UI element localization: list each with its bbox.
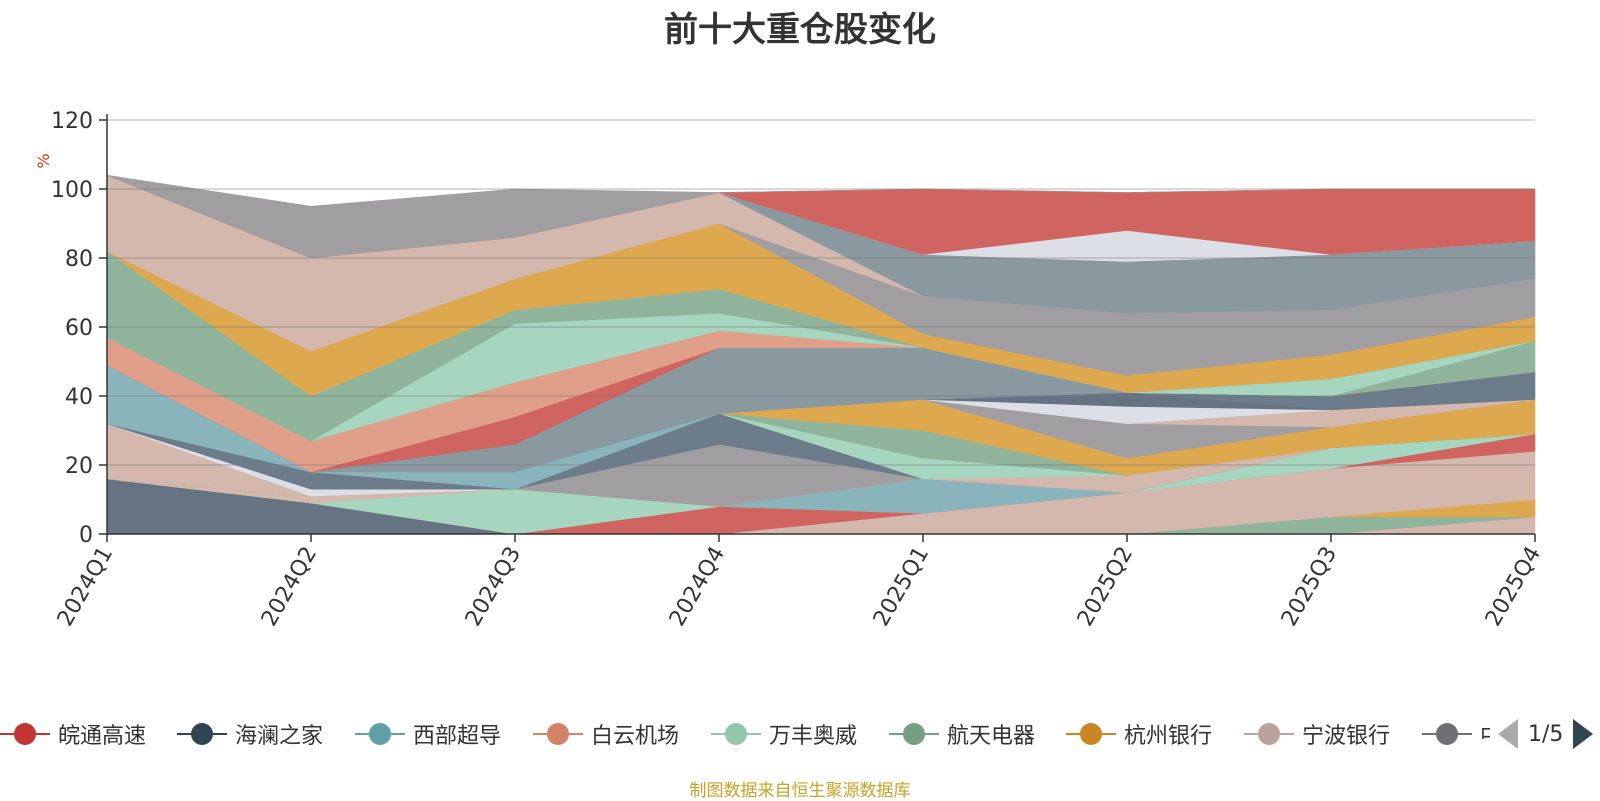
legend-page-indicator: 1/5: [1528, 721, 1564, 747]
legend: 皖通高速 海澜之家 西部超导 白云机场 万丰奥威 航天电器 杭州银行 宁波银行 中: [0, 712, 1600, 756]
y-tick-label: 20: [65, 454, 93, 479]
source-note: 制图数据来自恒生聚源数据库: [689, 781, 911, 801]
legend-label: 万丰奥威: [769, 724, 858, 749]
legend-label: 皖通高速: [58, 724, 147, 749]
x-tick-label: 2025Q4: [1481, 543, 1546, 631]
legend-items: 皖通高速 海澜之家 西部超导 白云机场 万丰奥威 航天电器 杭州银行 宁波银行 中: [0, 712, 1490, 756]
legend-item[interactable]: 杭州银行: [1066, 712, 1212, 756]
legend-label: 海澜之家: [235, 724, 324, 749]
x-tick-label: 2025Q2: [1073, 543, 1138, 631]
legend-marker-icon: [1066, 722, 1116, 746]
x-tick-label: 2024Q3: [461, 543, 526, 631]
legend-item[interactable]: 白云机场: [533, 712, 679, 756]
x-tick-label: 2024Q4: [665, 543, 730, 631]
y-axis-unit: %: [34, 153, 53, 168]
x-tick-label: 2024Q2: [257, 543, 322, 631]
legend-item[interactable]: 中: [1422, 712, 1490, 756]
legend-marker-icon: [177, 722, 227, 746]
legend-item[interactable]: 宁波银行: [1244, 712, 1390, 756]
legend-item[interactable]: 皖通高速: [0, 712, 146, 756]
legend-prev-page-icon[interactable]: [1498, 719, 1518, 749]
legend-marker-icon: [533, 722, 583, 746]
area-layer: [106, 174, 1536, 535]
legend-pager: 1/5: [1498, 716, 1594, 752]
legend-label: 宁波银行: [1302, 724, 1391, 749]
legend-label: 中: [1480, 718, 1490, 750]
chart-title: 前十大重仓股变化: [664, 10, 936, 50]
legend-label: 航天电器: [947, 724, 1036, 749]
grid-layer: [107, 119, 1535, 466]
legend-item[interactable]: 航天电器: [889, 712, 1035, 756]
y-tick-label: 40: [65, 385, 93, 410]
y-tick-label: 80: [65, 247, 93, 272]
y-tick-label: 100: [51, 178, 93, 203]
legend-marker-icon: [1422, 722, 1472, 746]
legend-label: 白云机场: [591, 724, 680, 749]
y-tick-label: 0: [79, 523, 93, 548]
legend-marker-icon: [711, 722, 761, 746]
legend-item[interactable]: 海澜之家: [177, 712, 323, 756]
x-tick-label: 2024Q1: [53, 543, 118, 631]
legend-label: 西部超导: [413, 724, 502, 749]
legend-next-page-icon[interactable]: [1573, 719, 1594, 749]
area-series-35[interactable]: [106, 174, 1535, 259]
legend-marker-icon: [889, 722, 939, 746]
legend-item[interactable]: 西部超导: [355, 712, 501, 756]
legend-marker-icon: [1244, 722, 1294, 746]
y-tick-label: 60: [65, 316, 93, 341]
y-tick-label: 120: [51, 109, 93, 134]
legend-marker-icon: [355, 722, 405, 746]
legend-item[interactable]: 万丰奥威: [711, 712, 857, 756]
legend-marker-icon: [0, 722, 50, 746]
legend-label: 杭州银行: [1124, 724, 1213, 749]
x-tick-label: 2025Q3: [1277, 543, 1342, 631]
x-tick-label: 2025Q1: [869, 543, 934, 631]
